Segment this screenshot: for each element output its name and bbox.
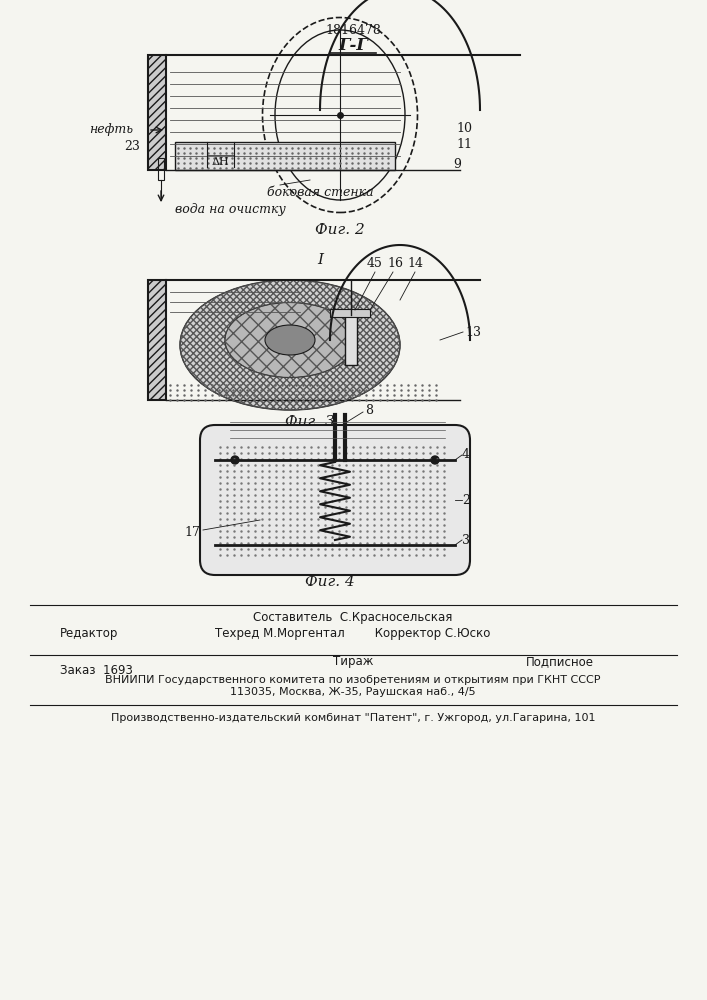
Bar	[330, 309, 370, 317]
Text: Техред М.Моргентал        Корректор С.Юско: Техред М.Моргентал Корректор С.Юско	[216, 628, 491, 641]
Bar	[148, 280, 166, 400]
Text: вода на очистку: вода на очистку	[175, 204, 286, 217]
FancyBboxPatch shape	[200, 425, 470, 575]
Ellipse shape	[265, 325, 315, 355]
Text: 17: 17	[184, 526, 200, 538]
Ellipse shape	[225, 302, 355, 377]
Bar	[158, 158, 164, 180]
Text: 4: 4	[462, 448, 470, 462]
Text: 16: 16	[387, 257, 403, 270]
Text: 13: 13	[465, 326, 481, 338]
Text: 23: 23	[124, 140, 140, 153]
Text: Тираж: Тираж	[333, 656, 373, 668]
Bar	[175, 142, 395, 170]
Text: Фиг. 3: Фиг. 3	[285, 415, 335, 429]
Text: 2: 2	[462, 493, 470, 506]
Bar	[148, 280, 166, 400]
Text: боковая стенка: боковая стенка	[267, 186, 373, 198]
Text: Подписное: Подписное	[526, 656, 594, 668]
Circle shape	[431, 456, 439, 464]
Text: 10: 10	[456, 121, 472, 134]
Text: Фиг. 4: Фиг. 4	[305, 575, 355, 589]
Text: 1816478: 1816478	[325, 23, 381, 36]
Text: нефть: нефть	[89, 123, 133, 136]
Text: 11: 11	[456, 138, 472, 151]
Text: Фиг. 2: Фиг. 2	[315, 223, 365, 237]
Text: 8: 8	[365, 403, 373, 416]
Text: 45: 45	[367, 257, 383, 270]
Text: 14: 14	[407, 257, 423, 270]
Text: ΔН: ΔН	[211, 157, 229, 167]
Text: 113035, Москва, Ж-35, Раушская наб., 4/5: 113035, Москва, Ж-35, Раушская наб., 4/5	[230, 687, 476, 697]
Text: ВНИИПИ Государственного комитета по изобретениям и открытиям при ГКНТ СССР: ВНИИПИ Государственного комитета по изоб…	[105, 675, 601, 685]
Text: Составитель  С.Красносельская: Составитель С.Красносельская	[253, 611, 452, 624]
Text: 9: 9	[453, 158, 461, 172]
Bar	[148, 55, 166, 170]
Text: Заказ  1693: Заказ 1693	[60, 664, 133, 676]
Text: Редактор: Редактор	[60, 628, 118, 641]
Text: 3: 3	[462, 534, 470, 546]
Ellipse shape	[180, 280, 400, 410]
Text: I: I	[317, 253, 323, 267]
Text: Производственно-издательский комбинат "Патент", г. Ужгород, ул.Гагарина, 101: Производственно-издательский комбинат "П…	[111, 713, 595, 723]
Text: Г-Г: Г-Г	[338, 36, 368, 53]
Circle shape	[231, 456, 239, 464]
Bar	[148, 55, 166, 170]
Bar	[345, 315, 357, 365]
